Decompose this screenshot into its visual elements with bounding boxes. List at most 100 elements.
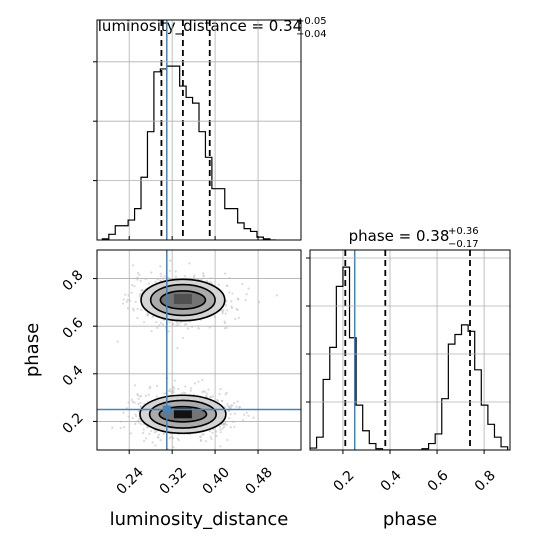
scatter-point-0-562 (172, 322, 175, 325)
contour-ring-1-2 (158, 405, 208, 423)
scatter-point-1-661 (201, 390, 204, 394)
scatter-point-0-129 (225, 309, 229, 312)
joint-plot-area (97, 250, 301, 450)
scatter-point-1-425 (243, 413, 246, 416)
scatter-point-1-314 (155, 384, 159, 387)
scatter-point-1-538 (189, 387, 193, 390)
scatter-point-1-681 (203, 390, 207, 394)
scatter-point-1-322 (119, 426, 122, 430)
scatter-point-1-579 (221, 427, 224, 430)
scatter-point-1-391 (149, 385, 152, 388)
scatter-point-0-547 (150, 330, 153, 333)
scatter-point-1-99 (236, 400, 239, 403)
scatter-point-1-394 (208, 430, 212, 433)
scatter-point-1-248 (155, 430, 158, 433)
phase-histogram (310, 266, 509, 450)
luminosity-distance-histogram-panel (93, 19, 302, 241)
scatter-point-0-588 (210, 281, 213, 285)
scatter-point-0-328 (140, 308, 143, 311)
scatter-point-1-505 (199, 439, 202, 442)
scatter-point-0-196 (161, 277, 165, 280)
scatter-point-0-641 (125, 300, 128, 303)
joint-xtick-label-1: 0.32 (157, 464, 190, 497)
scatter-point-1-607 (163, 392, 166, 395)
scatter-point-1-337 (218, 425, 222, 428)
x-axis-label-luminosity-distance: luminosity_distance (110, 509, 289, 530)
scatter-point-1-383 (182, 391, 185, 394)
scatter-point-0-582 (122, 302, 125, 305)
scatter-point-1-699 (226, 403, 229, 406)
scatter-point-0-661 (176, 321, 179, 324)
scatter-point-0-411 (139, 292, 142, 296)
scatter-point-1-590 (245, 411, 248, 414)
scatter-point-1-618 (156, 436, 159, 439)
scatter-point-1-534 (147, 393, 150, 396)
luminosity-distance-title: luminosity_distance = 0.34 (98, 17, 302, 36)
scatter-point-1-363 (139, 405, 142, 408)
scatter-point-0-585 (132, 307, 135, 310)
scatter-point-1-182 (207, 388, 210, 391)
scatter-point-1-469 (218, 392, 221, 396)
scatter-point-1-424 (167, 389, 171, 393)
joint-panel-frame (96, 249, 302, 451)
scatter-point-1-143 (170, 392, 174, 395)
scatter-point-1-512 (252, 416, 255, 419)
scatter-point-0-423 (231, 292, 234, 295)
scatter-point-1-602 (131, 416, 134, 420)
scatter-point-0-79 (241, 282, 244, 286)
scatter-point-0-241 (138, 294, 141, 297)
scatter-point-0-670 (159, 272, 162, 275)
scatter-point-1-582 (229, 426, 232, 429)
scatter-point-1-323 (111, 426, 114, 429)
scatter-point-1-445 (139, 422, 143, 426)
scatter-point-0-210 (168, 321, 171, 324)
scatter-point-1-572 (146, 426, 149, 429)
scatter-point-1-326 (235, 405, 238, 408)
scatter-point-0-321 (200, 278, 203, 281)
scatter-point-0-288 (221, 312, 224, 315)
scatter-point-0-424 (155, 321, 158, 324)
scatter-point-1-691 (171, 389, 174, 392)
scatter-point-1-544 (135, 415, 138, 418)
scatter-point-0-62 (169, 259, 172, 262)
scatter-point-0-447 (181, 336, 185, 339)
scatter-point-0-664 (245, 293, 248, 296)
contour-ring-0-0 (140, 278, 226, 322)
scatter-point-1-301 (206, 392, 209, 395)
scatter-point-0-311 (228, 291, 231, 294)
scatter-point-1-378 (137, 421, 140, 424)
scatter-point-0-30 (202, 272, 205, 275)
scatter-point-1-187 (137, 402, 140, 406)
scatter-point-0-304 (174, 275, 177, 278)
scatter-point-0-170 (133, 285, 136, 288)
scatter-point-1-171 (127, 415, 130, 418)
scatter-point-0-96 (224, 312, 227, 315)
scatter-point-0-379 (139, 279, 142, 283)
scatter-point-1-10 (169, 435, 172, 438)
scatter-point-1-221 (150, 429, 153, 432)
scatter-point-0-499 (122, 298, 125, 301)
scatter-point-1-95 (141, 431, 145, 435)
scatter-point-1-688 (227, 405, 230, 408)
scatter-point-0-53 (223, 272, 227, 275)
scatter-point-0-106 (228, 276, 231, 280)
scatter-point-1-477 (139, 401, 142, 404)
scatter-point-1-106 (137, 410, 140, 413)
scatter-point-1-141 (144, 437, 148, 440)
scatter-point-1-192 (222, 422, 225, 425)
scatter-point-1-480 (184, 385, 187, 388)
scatter-point-1-245 (133, 384, 136, 387)
density-peak-1 (173, 408, 192, 419)
scatter-point-0-650 (156, 326, 159, 329)
scatter-point-1-281 (233, 425, 236, 428)
scatter-point-0-478 (147, 282, 150, 285)
scatter-point-1-216 (224, 393, 227, 396)
scatter-point-0-366 (183, 274, 186, 278)
scatter-point-1-52 (134, 413, 137, 416)
scatter-point-0-635 (142, 321, 146, 324)
scatter-point-1-87 (154, 444, 157, 447)
scatter-point-0-274 (136, 276, 139, 279)
scatter-point-1-443 (122, 411, 125, 414)
scatter-point-0-322 (208, 326, 211, 329)
